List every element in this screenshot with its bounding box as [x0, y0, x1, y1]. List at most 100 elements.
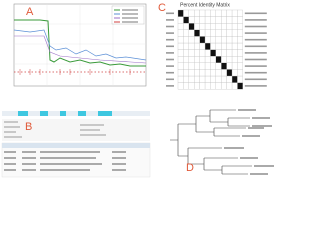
- panel-c: Percent Identity Matrix C: [158, 2, 267, 90]
- matrix-cell: [177, 49, 184, 57]
- matrix-cell: [221, 75, 227, 83]
- matrix-cell: [210, 62, 216, 70]
- matrix-cell: [183, 62, 189, 70]
- matrix-cell: [183, 82, 189, 90]
- matrix-cell: [215, 62, 222, 70]
- matrix-cell: [204, 49, 211, 57]
- matrix-cell: [199, 9, 206, 17]
- matrix-cell: [177, 16, 184, 24]
- matrix-cell: [226, 29, 233, 37]
- matrix-cell: [188, 42, 195, 50]
- matrix-cell: [188, 29, 195, 37]
- matrix-cell: [210, 36, 216, 44]
- matrix-cell: [215, 23, 222, 30]
- matrix-cell: [194, 69, 200, 77]
- panel-a: A: [13, 3, 147, 87]
- matrix-cell: [226, 75, 233, 83]
- matrix-cell: [194, 82, 200, 90]
- matrix-cell-diagonal: [231, 75, 238, 83]
- matrix-cell: [204, 82, 211, 90]
- matrix-cell: [231, 69, 238, 77]
- matrix-cell: [221, 9, 227, 17]
- matrix-cell: [237, 42, 243, 50]
- matrix-cell: [221, 36, 227, 44]
- leaf-labels: [224, 109, 274, 175]
- matrix-cell: [177, 42, 184, 50]
- matrix-cell: [177, 75, 184, 83]
- red-ticks: [19, 69, 131, 75]
- table: [1, 142, 151, 178]
- row-label: [166, 25, 174, 28]
- panel-label: D: [186, 162, 194, 174]
- matrix-cell: [177, 82, 184, 90]
- species-label: [244, 58, 267, 61]
- species-label: [244, 32, 267, 34]
- matrix-cell: [194, 56, 200, 63]
- matrix-cell: [194, 9, 200, 17]
- matrix-cell: [199, 23, 206, 30]
- row-label: [166, 19, 174, 21]
- matrix-cell-diagonal: [221, 62, 227, 70]
- species-label: [244, 85, 267, 87]
- line-purple: [14, 35, 147, 64]
- species-label: [244, 38, 267, 41]
- line-green: [14, 19, 146, 67]
- matrix-cell: [183, 75, 189, 83]
- table-header: [2, 143, 150, 148]
- panel-b: B: [1, 111, 151, 178]
- matrix-cell: [237, 29, 243, 37]
- figure: A B Percent Identity Matrix C: [1, 2, 274, 178]
- matrix-cell: [226, 56, 233, 63]
- panel-d: D: [170, 109, 274, 175]
- matrix-cell-diagonal: [177, 9, 184, 17]
- matrix-cell: [210, 23, 216, 30]
- row-label: [166, 58, 174, 61]
- species-label: [244, 45, 267, 48]
- matrix-cell: [210, 69, 216, 77]
- row-label: [166, 32, 174, 34]
- matrix-cell: [231, 42, 238, 50]
- matrix-cell: [237, 62, 243, 70]
- matrix-cell: [231, 82, 238, 90]
- line-blue: [13, 29, 147, 61]
- info-rows: [4, 121, 106, 138]
- matrix-cell: [199, 69, 206, 77]
- matrix-cell: [221, 82, 227, 90]
- matrix-cell: [188, 36, 195, 44]
- matrix-cell: [188, 69, 195, 77]
- matrix-cell: [199, 16, 206, 24]
- legend-keys: [114, 9, 120, 23]
- matrix-cell: [183, 36, 189, 44]
- matrix-cell: [188, 56, 195, 63]
- matrix-cell: [215, 82, 222, 90]
- matrix-cell: [231, 36, 238, 44]
- species-label: [244, 12, 267, 15]
- matrix-cell: [177, 56, 184, 63]
- panel-label: C: [158, 2, 166, 14]
- matrix-cell: [204, 36, 211, 44]
- matrix-cell: [204, 75, 211, 83]
- species-label: [244, 19, 267, 21]
- matrix-cell: [231, 23, 238, 30]
- matrix-cell-diagonal: [188, 23, 195, 30]
- matrix-cell: [215, 69, 222, 77]
- track: [2, 111, 150, 116]
- matrix-cell: [194, 23, 200, 30]
- matrix-cell: [188, 16, 195, 24]
- matrix-cell: [210, 82, 216, 90]
- matrix-cell: [199, 75, 206, 83]
- matrix-cell: [231, 62, 238, 70]
- row-label: [166, 65, 174, 67]
- matrix-cell: [183, 23, 189, 30]
- matrix-cell: [199, 82, 206, 90]
- matrix-cell: [226, 42, 233, 50]
- matrix-cell: [199, 56, 206, 63]
- matrix-cell: [194, 16, 200, 24]
- matrix-cell: [210, 56, 216, 63]
- matrix-cell: [199, 29, 206, 37]
- matrix-cell: [204, 23, 211, 30]
- matrix-cell: [177, 23, 184, 30]
- matrix-cell: [204, 16, 211, 24]
- matrix-cell: [231, 56, 238, 63]
- matrix-cell: [221, 42, 227, 50]
